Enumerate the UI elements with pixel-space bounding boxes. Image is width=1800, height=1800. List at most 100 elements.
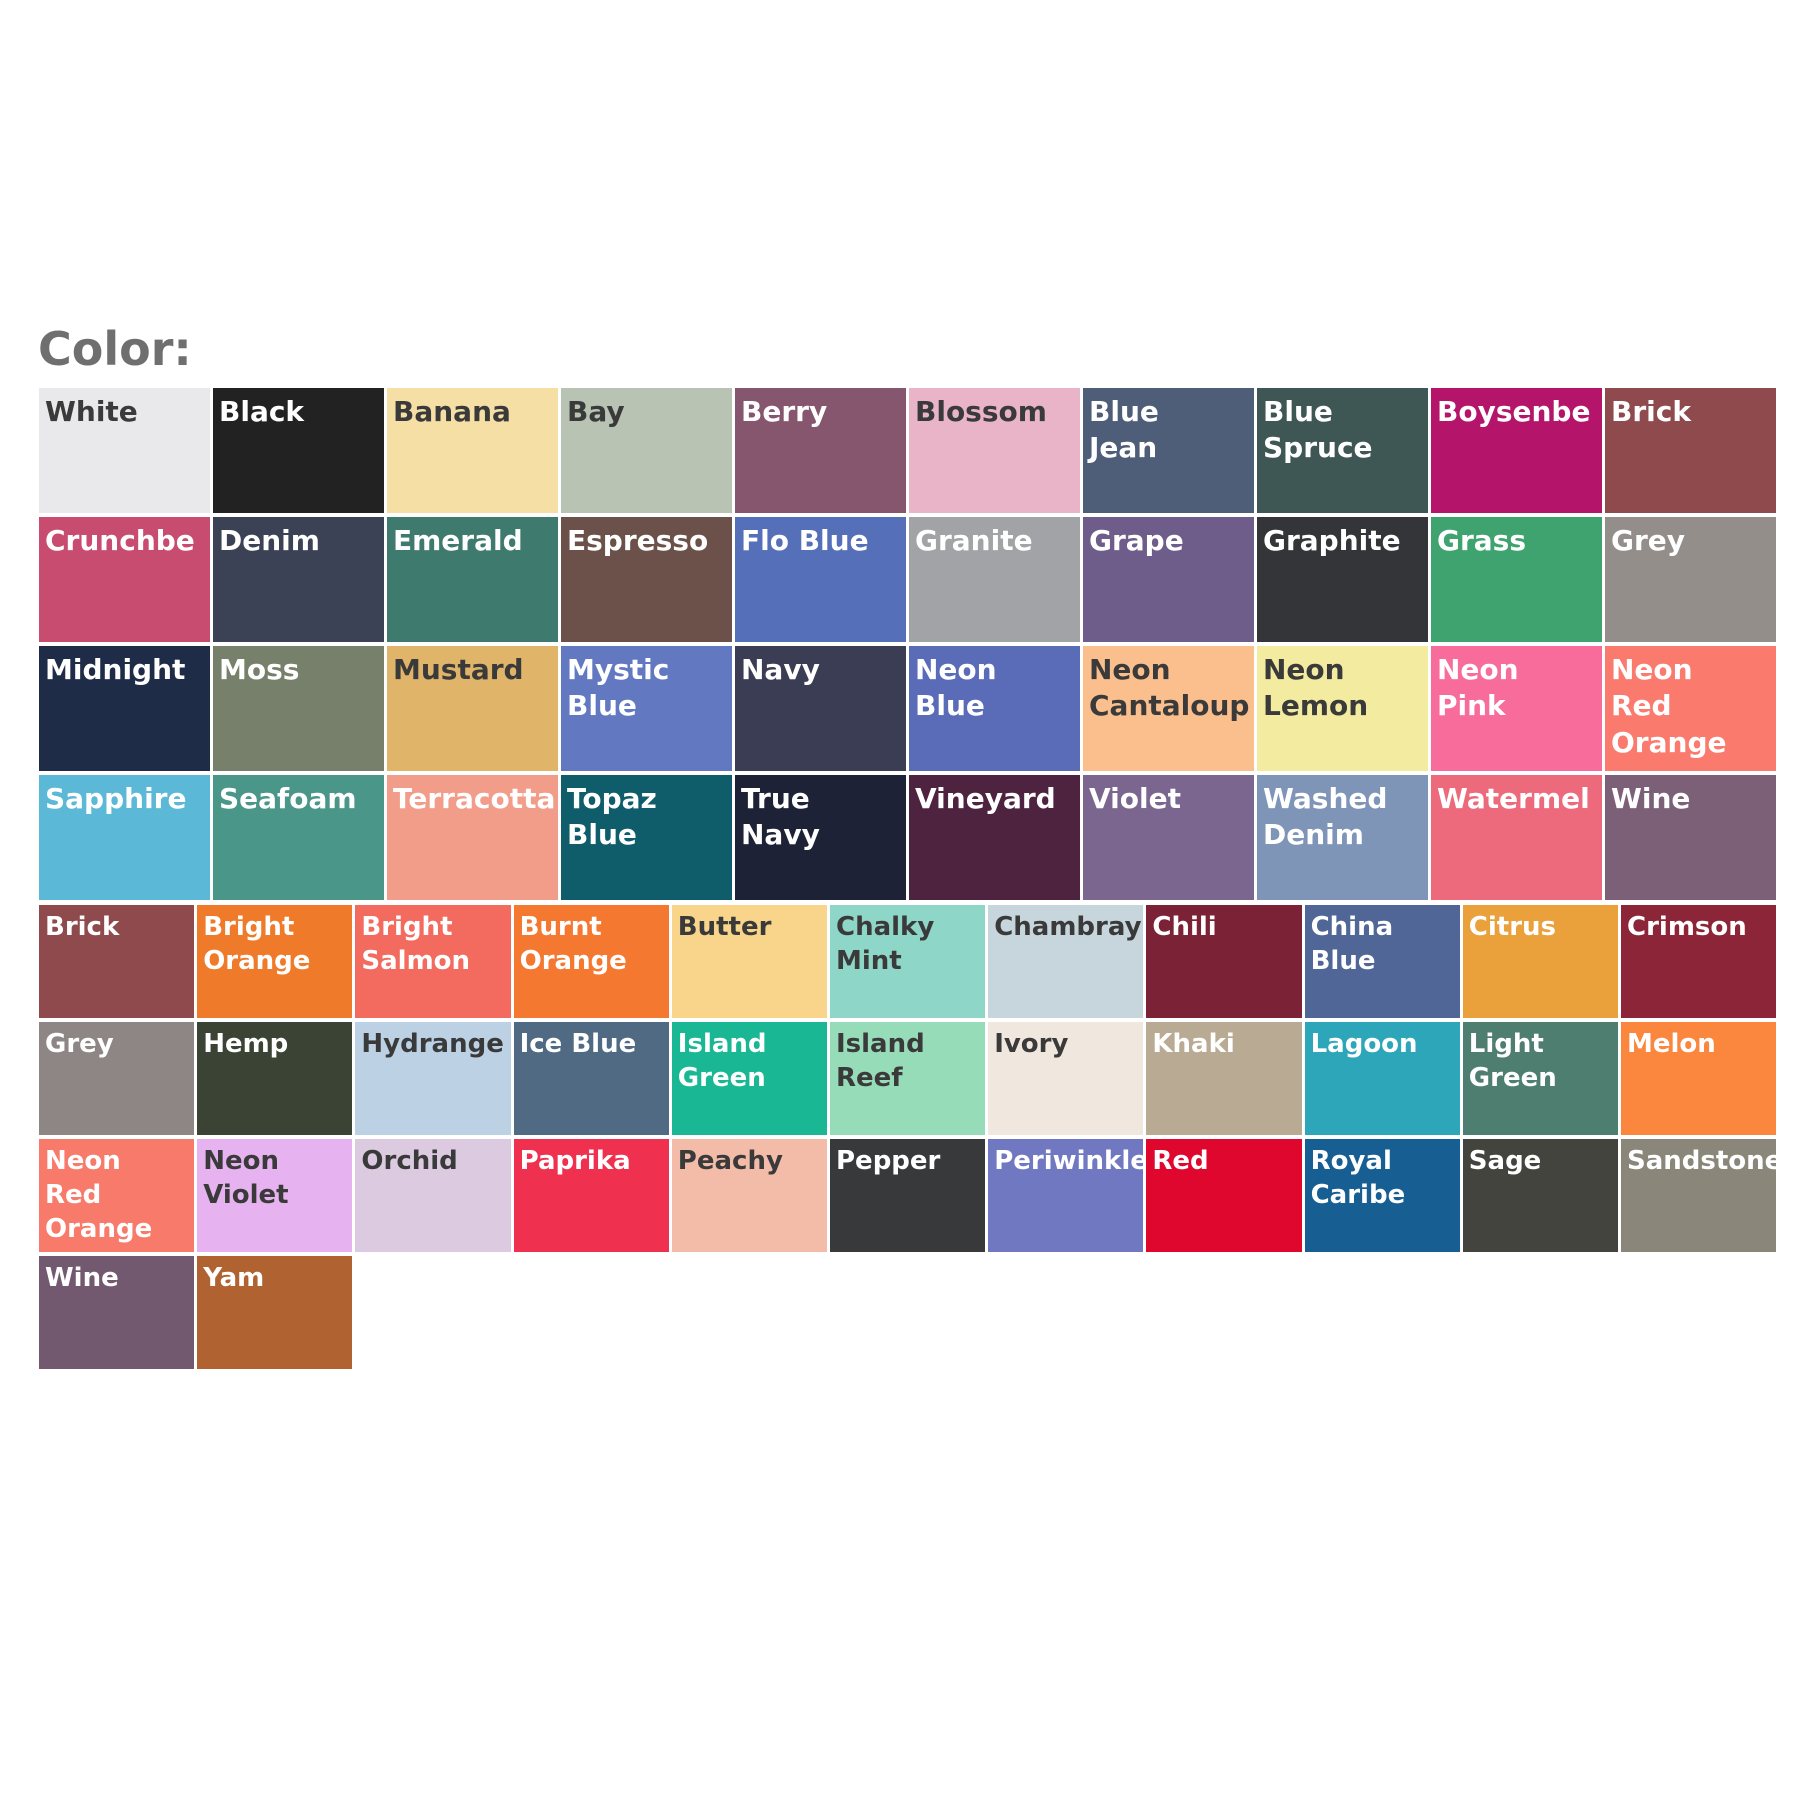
color-swatch[interactable]: Neon Red Orange — [39, 1139, 195, 1252]
swatch-label: Reef — [836, 1062, 903, 1093]
color-swatch[interactable]: Bay — [561, 388, 732, 513]
color-swatch[interactable]: Lagoon — [1304, 1022, 1460, 1135]
color-swatch[interactable]: Neon Pink — [1431, 646, 1602, 771]
color-swatch[interactable]: Grass — [1431, 517, 1602, 642]
swatch-label: Blue — [567, 689, 637, 723]
swatch-label: Boysenbe — [1437, 395, 1591, 428]
swatch-label: Brick — [45, 912, 120, 942]
color-swatch[interactable]: Butter — [671, 905, 827, 1018]
swatch-label: Washed — [1263, 782, 1388, 815]
color-swatch[interactable]: Violet — [1083, 775, 1254, 900]
color-swatch[interactable]: Boysenbe — [1431, 388, 1602, 513]
color-swatch[interactable]: Denim — [213, 517, 384, 642]
swatch-label: Neon — [45, 1146, 121, 1176]
swatch-label: Red — [1611, 689, 1672, 723]
color-swatch[interactable]: Washed Denim — [1257, 775, 1428, 900]
color-swatch[interactable]: Brick — [39, 905, 195, 1018]
color-swatch[interactable]: Flo Blue — [735, 517, 906, 642]
color-swatch[interactable]: Seafoam — [213, 775, 384, 900]
color-swatch[interactable]: Granite — [909, 517, 1080, 642]
color-swatch[interactable]: White — [39, 388, 210, 513]
color-swatch[interactable]: Navy — [735, 646, 906, 771]
color-swatch[interactable]: China Blue — [1304, 905, 1460, 1018]
color-swatch[interactable]: Terracotta — [387, 775, 558, 900]
swatch-label: Grape — [1089, 524, 1184, 557]
color-swatch[interactable]: Island Reef — [830, 1022, 986, 1135]
swatch-label: Spruce — [1263, 431, 1373, 465]
color-swatch[interactable]: Neon Cantaloup — [1083, 646, 1254, 771]
color-swatch[interactable]: Watermel — [1431, 775, 1602, 900]
swatch-label: Neon — [1611, 653, 1693, 686]
color-swatch[interactable]: Espresso — [561, 517, 732, 642]
color-swatch[interactable]: Chambray — [988, 905, 1144, 1018]
swatch-label: Chambray — [994, 912, 1142, 942]
color-swatch[interactable]: True Navy — [735, 775, 906, 900]
color-swatch[interactable]: Chili — [1146, 905, 1302, 1018]
color-swatch[interactable]: Neon Violet — [197, 1139, 353, 1252]
color-swatch[interactable]: Neon Blue — [909, 646, 1080, 771]
color-swatch[interactable]: Grey — [39, 1022, 195, 1135]
color-swatch[interactable]: Khaki — [1146, 1022, 1302, 1135]
color-swatch[interactable]: Sapphire — [39, 775, 210, 900]
color-swatch[interactable]: Mystic Blue — [561, 646, 732, 771]
color-swatch[interactable]: Crunchbe — [39, 517, 210, 642]
color-swatch[interactable]: Chalky Mint — [830, 905, 986, 1018]
color-swatch[interactable]: Paprika — [513, 1139, 669, 1252]
color-swatch[interactable]: Citrus — [1462, 905, 1618, 1018]
color-swatch[interactable]: Light Green — [1462, 1022, 1618, 1135]
swatch-label: Blue — [1089, 395, 1159, 428]
swatch-label: Sandstone — [1627, 1146, 1777, 1176]
swatch-label: Mustard — [393, 653, 524, 686]
color-swatch[interactable]: Island Green — [671, 1022, 827, 1135]
color-swatch[interactable]: Royal Caribe — [1304, 1139, 1460, 1252]
color-swatch[interactable]: Mustard — [387, 646, 558, 771]
color-swatch[interactable]: Emerald — [387, 517, 558, 642]
swatch-label: Espresso — [567, 524, 709, 557]
swatch-label: Green — [1468, 1062, 1557, 1093]
color-swatch[interactable]: Ivory — [988, 1022, 1144, 1135]
color-swatch[interactable]: Red — [1146, 1139, 1302, 1252]
color-swatch[interactable]: Wine — [39, 1256, 195, 1369]
swatch-label: Orange — [45, 1213, 153, 1244]
color-swatch[interactable]: Neon Red Orange — [1605, 646, 1776, 771]
color-swatch[interactable]: Periwinkle — [988, 1139, 1144, 1252]
color-swatch[interactable]: Bright Salmon — [355, 905, 511, 1018]
color-swatch[interactable]: Berry — [735, 388, 906, 513]
color-swatch[interactable]: Hemp — [197, 1022, 353, 1135]
swatch-label: Navy — [741, 818, 820, 852]
color-swatch[interactable]: Bright Orange — [197, 905, 353, 1018]
swatch-label: Topaz — [567, 782, 657, 815]
color-swatch[interactable]: Blue Spruce — [1257, 388, 1428, 513]
color-swatch[interactable]: Crimson — [1621, 905, 1777, 1018]
swatch-label: Violet — [203, 1179, 289, 1210]
swatch-label: Sapphire — [45, 782, 187, 815]
color-swatch[interactable]: Blue Jean — [1083, 388, 1254, 513]
color-swatch[interactable]: Grey — [1605, 517, 1776, 642]
color-swatch[interactable]: Orchid — [355, 1139, 511, 1252]
color-swatch[interactable]: Wine — [1605, 775, 1776, 900]
color-swatch[interactable]: Brick — [1605, 388, 1776, 513]
color-swatch[interactable]: Midnight — [39, 646, 210, 771]
color-swatch[interactable]: Blossom — [909, 388, 1080, 513]
color-swatch[interactable]: Black — [213, 388, 384, 513]
swatch-label: Hydrange — [361, 1029, 504, 1059]
color-swatch[interactable]: Vineyard — [909, 775, 1080, 900]
color-swatch[interactable]: Burnt Orange — [513, 905, 669, 1018]
color-swatch[interactable]: Moss — [213, 646, 384, 771]
color-swatch[interactable]: Melon — [1621, 1022, 1777, 1135]
color-swatch[interactable]: Hydrange — [355, 1022, 511, 1135]
color-swatch[interactable]: Banana — [387, 388, 558, 513]
color-swatch[interactable]: Neon Lemon — [1257, 646, 1428, 771]
swatch-label: Orange — [1611, 725, 1727, 759]
color-swatch[interactable]: Topaz Blue — [561, 775, 732, 900]
swatch-label: Lemon — [1263, 689, 1369, 723]
color-swatch[interactable]: Peachy — [671, 1139, 827, 1252]
color-swatch[interactable]: Grape — [1083, 517, 1254, 642]
color-swatch[interactable]: Graphite — [1257, 517, 1428, 642]
color-swatch[interactable]: Sage — [1462, 1139, 1618, 1252]
color-swatch[interactable]: Sandstone — [1621, 1139, 1777, 1252]
swatch-label: Wine — [1611, 782, 1691, 815]
color-swatch[interactable]: Yam — [197, 1256, 353, 1369]
color-swatch[interactable]: Pepper — [830, 1139, 986, 1252]
color-swatch[interactable]: Ice Blue — [513, 1022, 669, 1135]
